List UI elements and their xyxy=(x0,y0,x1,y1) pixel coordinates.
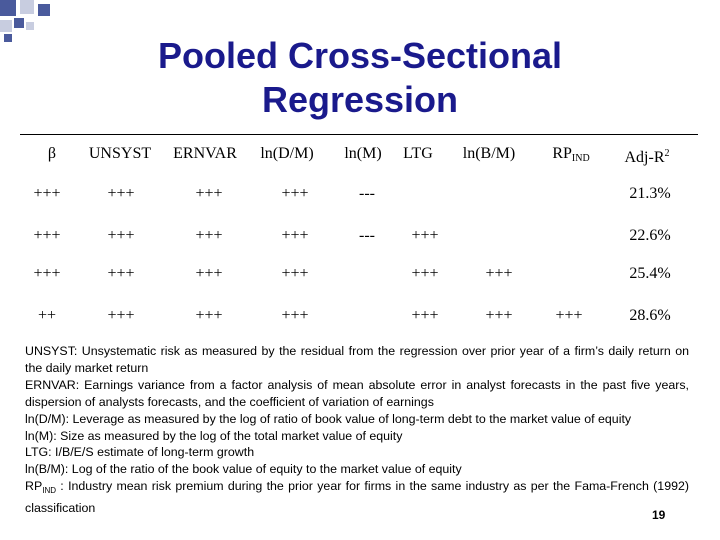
title-line: Regression xyxy=(261,79,459,120)
title-line: Pooled Cross-Sectional xyxy=(157,35,563,76)
table-cell: +++ xyxy=(281,307,309,324)
deco-square xyxy=(0,20,12,32)
table-cell: +++ xyxy=(195,185,223,202)
deco-square xyxy=(38,4,50,16)
header-ernvar: ERNVAR xyxy=(173,145,237,162)
table-cell: ++ xyxy=(37,307,57,324)
table-cell: +++ xyxy=(485,307,513,324)
table-rule xyxy=(20,134,698,135)
header-adjr2-main: Adj-R xyxy=(624,149,665,166)
variable-definitions: UNSYST: Unsystematic risk as measured by… xyxy=(25,343,689,517)
header-lnm: ln(M) xyxy=(344,145,382,162)
header-beta: β xyxy=(47,145,57,162)
table-cell: 25.4% xyxy=(629,265,671,282)
deco-square xyxy=(20,0,34,14)
table-cell: +++ xyxy=(195,307,223,324)
table-cell: +++ xyxy=(281,265,309,282)
table-cell: +++ xyxy=(411,265,439,282)
deco-square xyxy=(4,34,12,42)
header-rpind-sub: IND xyxy=(571,153,590,164)
table-cell: +++ xyxy=(107,185,135,202)
table-cell: --- xyxy=(359,227,375,244)
definition-rpind: RPIND : Industry mean risk premium durin… xyxy=(25,478,689,517)
table-cell: --- xyxy=(359,185,375,202)
table-cell: +++ xyxy=(485,265,513,282)
definition-rpind-sub: IND xyxy=(42,486,56,496)
slide-title: Pooled Cross-Sectional Regression xyxy=(110,34,610,122)
table-cell: +++ xyxy=(195,227,223,244)
definition-lndm: ln(D/M): Leverage as measured by the log… xyxy=(25,411,632,426)
header-adjr2-sup: 2 xyxy=(664,148,670,159)
table-cell: +++ xyxy=(107,265,135,282)
deco-square xyxy=(0,0,16,16)
definition-unsyst: UNSYST: Unsystematic risk as measured by… xyxy=(25,344,689,375)
table-cell: +++ xyxy=(33,227,61,244)
definition-rpind-text: : Industry mean risk premium during the … xyxy=(25,479,689,516)
definition-lnbm: ln(B/M): Log of the ratio of the book va… xyxy=(25,462,462,477)
header-adjr2: Adj-R2 xyxy=(612,144,682,168)
table-cell: +++ xyxy=(107,227,135,244)
table-cell: 22.6% xyxy=(629,227,671,244)
table-cell: +++ xyxy=(33,185,61,202)
table-cell: +++ xyxy=(411,307,439,324)
table-cell: 21.3% xyxy=(629,185,671,202)
table-cell: +++ xyxy=(107,307,135,324)
header-unsyst: UNSYST xyxy=(88,145,152,162)
table-cell: +++ xyxy=(555,307,583,324)
header-lnbm: ln(B/M) xyxy=(462,145,516,162)
header-rpind-main: RP xyxy=(552,145,572,162)
page-number: 19 xyxy=(652,508,666,522)
deco-square xyxy=(26,22,34,30)
definition-rpind-prefix: RP xyxy=(25,479,43,494)
definition-lnm: ln(M): Size as measured by the log of th… xyxy=(25,428,403,443)
table-cell: +++ xyxy=(411,227,439,244)
deco-square xyxy=(14,18,24,28)
table-cell: +++ xyxy=(281,227,309,244)
table-cell: +++ xyxy=(33,265,61,282)
table-cell: +++ xyxy=(281,185,309,202)
header-ltg: LTG xyxy=(403,145,433,162)
header-lndm: ln(D/M) xyxy=(260,145,314,162)
definition-ltg: LTG: I/B/E/S estimate of long-term growt… xyxy=(25,445,255,460)
table-cell: 28.6% xyxy=(629,307,671,324)
table-cell: +++ xyxy=(195,265,223,282)
header-rpind: RPIND xyxy=(536,144,606,169)
definition-ernvar: ERNVAR: Earnings variance from a factor … xyxy=(25,377,689,409)
